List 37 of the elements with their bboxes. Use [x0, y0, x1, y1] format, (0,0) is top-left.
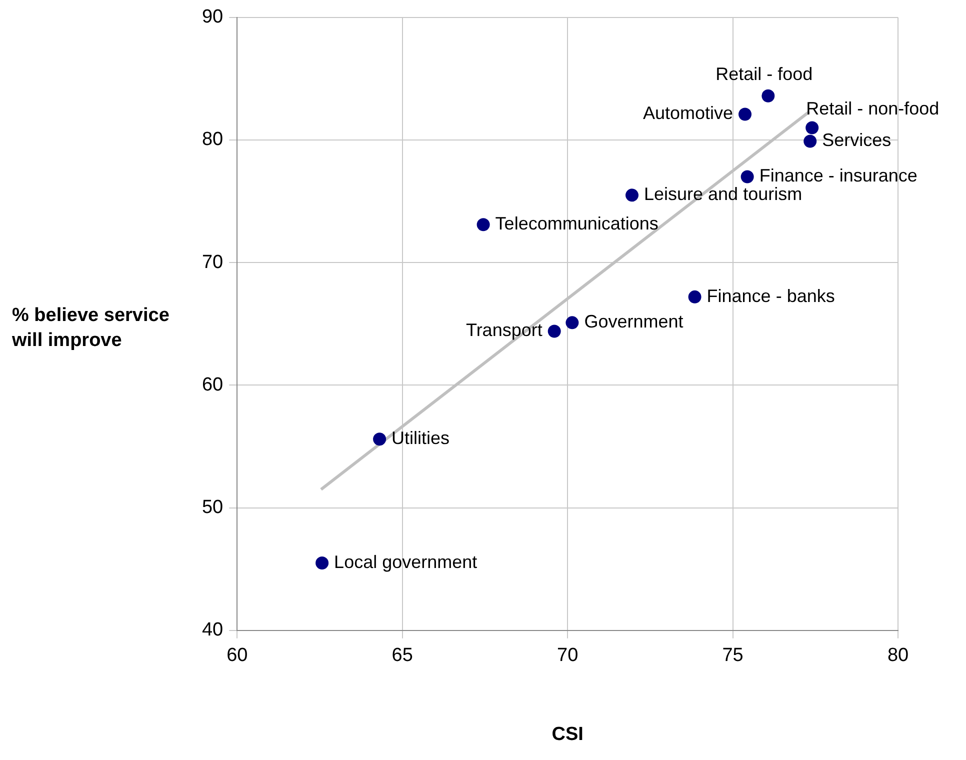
y-tick-label: 50: [202, 497, 224, 518]
point: [738, 108, 752, 121]
annotation: Finance - banks: [706, 286, 835, 306]
x-tick-label: 60: [226, 645, 248, 666]
point: [688, 290, 702, 304]
y-axis-title: % believe service will improve: [12, 304, 170, 353]
annotation: Local government: [334, 552, 478, 572]
annotation: Telecommunications: [495, 214, 658, 234]
y-tick-label: 70: [202, 252, 224, 273]
point: [566, 316, 579, 330]
point: [626, 188, 638, 202]
annotation: Government: [584, 312, 684, 332]
y-tick-label: 90: [202, 6, 224, 28]
x-tick-label: 75: [722, 645, 744, 666]
point: [806, 121, 819, 134]
annotation: Finance - insurance: [759, 166, 918, 186]
point: [316, 556, 329, 570]
annotation: Services: [822, 130, 892, 150]
y-tick-label: 60: [202, 374, 224, 396]
point: [804, 134, 817, 148]
annotation: Utilities: [392, 428, 450, 448]
annotation: Automotive: [642, 103, 734, 124]
x-tick-label: 70: [556, 645, 578, 666]
annotation: Leisure and tourism: [644, 184, 802, 204]
annotation: Retail - non-food: [806, 98, 940, 119]
point: [762, 89, 775, 102]
x-axis-title: CSI: [552, 724, 584, 745]
y-tick-label: 80: [202, 129, 224, 150]
annotation: Retail - food: [716, 64, 813, 84]
x-tick-label: 80: [887, 645, 909, 666]
annotation: Transport: [466, 320, 542, 340]
x-tick-label: 65: [392, 645, 413, 666]
y-tick-label: 40: [202, 620, 224, 641]
point: [740, 170, 754, 184]
point: [373, 432, 386, 446]
point: [476, 218, 490, 232]
point: [548, 324, 561, 338]
